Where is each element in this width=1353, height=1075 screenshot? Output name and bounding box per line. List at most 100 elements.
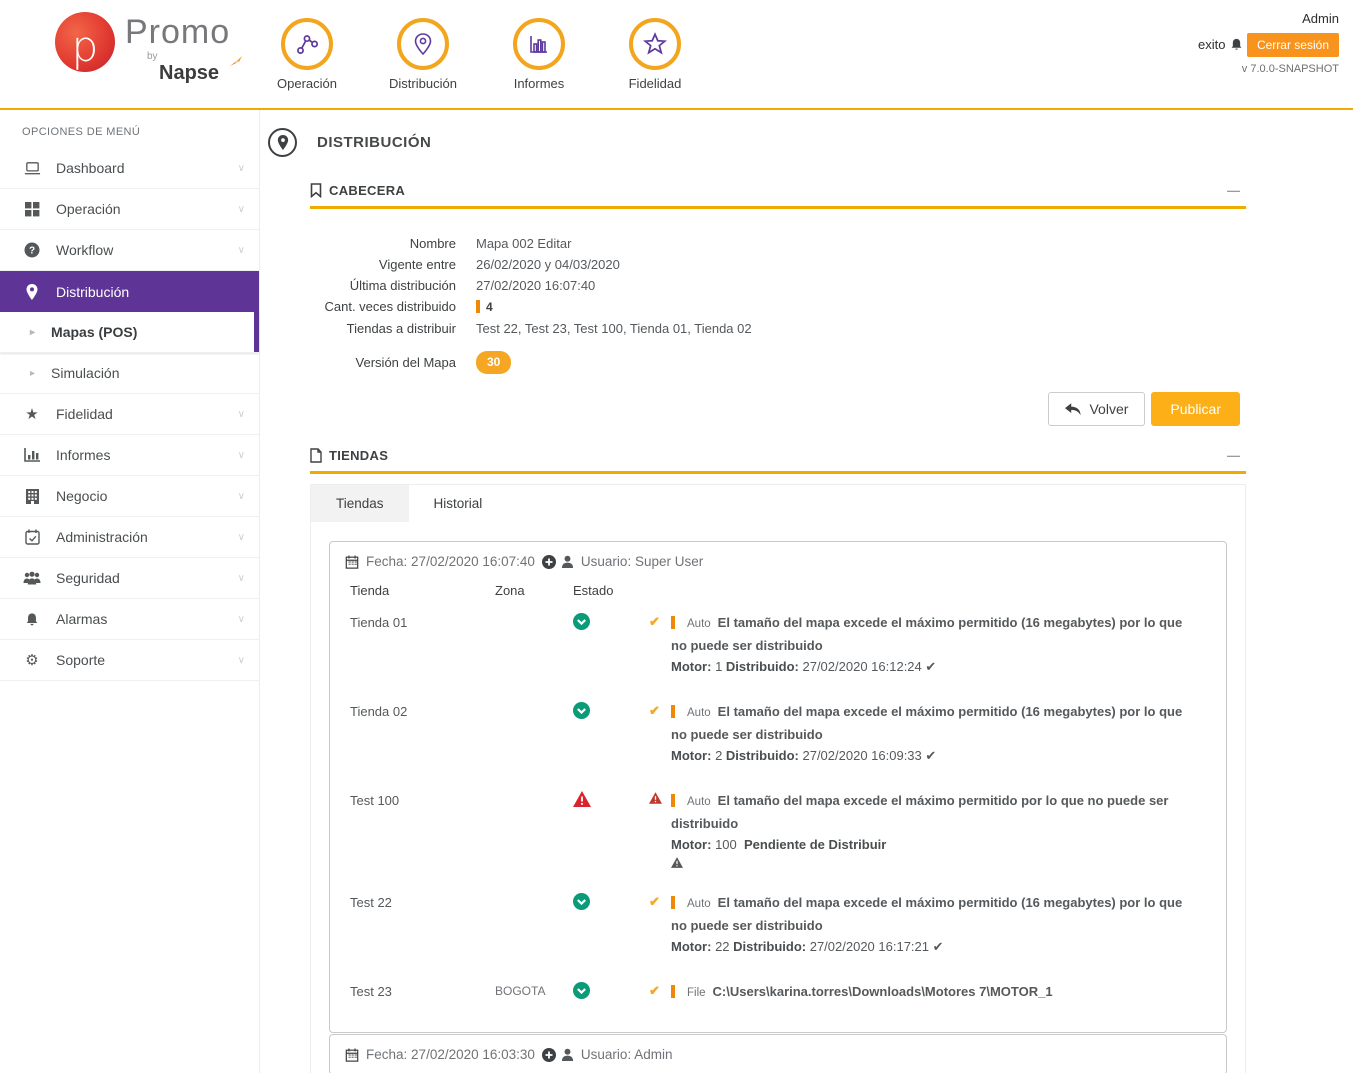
users-icon: [22, 571, 42, 585]
table-row: Tienda 01 ✔ Auto El tamaño del mapa exced…: [350, 612, 1198, 677]
status-ok-icon: [573, 892, 649, 957]
caret-right-icon: ▸: [30, 367, 36, 379]
page-header: DISTRIBUCIÓN: [260, 110, 1353, 157]
nav-informes[interactable]: Informes: [504, 18, 574, 91]
svg-text:?: ?: [29, 246, 35, 257]
fidelidad-star-icon: [629, 18, 681, 70]
field-vigente-entre: Vigente entre 26/02/2020 y 04/03/2020: [378, 257, 620, 272]
sidebar-item-operacion[interactable]: Operación ∨: [0, 189, 259, 230]
sidebar-item-mapas-pos[interactable]: ▸ Mapas (POS): [0, 312, 259, 353]
grid-icon: [22, 201, 42, 217]
cabecera-collapse-icon[interactable]: —: [1227, 183, 1240, 198]
motor-status: Motor: 2 Distribuido: 27/02/2020 16:09:3…: [671, 748, 937, 763]
sidebar-item-administracion[interactable]: Administración ∨: [0, 517, 259, 558]
field-cant-veces-distribuido: Cant. veces distribuido 4: [324, 299, 493, 314]
expand-plus-icon[interactable]: [541, 1047, 556, 1062]
sidebar-item-informes[interactable]: Informes ∨: [0, 435, 259, 476]
status-ok-icon: [573, 701, 649, 766]
calendar-icon: [345, 1047, 359, 1062]
file-path: C:\Users\karina.torres\Downloads\Motores…: [712, 984, 1053, 999]
cabecera-title: CABECERA: [329, 183, 406, 198]
expand-plus-icon[interactable]: [541, 554, 556, 569]
tab-bar: Tiendas Historial: [311, 485, 1245, 522]
cabecera-header: CABECERA —: [310, 183, 1246, 209]
cabecera-fields: Nombre Mapa 002 Editar Vigente entre 26/…: [310, 235, 1246, 374]
chevron-down-icon: ∨: [237, 408, 245, 420]
tiendas-title: TIENDAS: [329, 448, 389, 463]
sidebar-item-dashboard[interactable]: Dashboard ∨: [0, 148, 259, 189]
user-status: exito: [1198, 36, 1242, 53]
logo-brand-text: Promo: [125, 13, 231, 51]
chevron-down-icon: ∨: [237, 490, 245, 502]
status-ok-icon: [573, 612, 649, 677]
sidebar-item-fidelidad[interactable]: ★ Fidelidad ∨: [0, 394, 259, 435]
message-bar-icon: [671, 705, 675, 718]
sidebar-item-distribucion[interactable]: Distribución: [0, 271, 259, 312]
document-icon: [310, 448, 322, 463]
sidebar-item-seguridad[interactable]: Seguridad ∨: [0, 558, 259, 599]
logo-by-text: by: [147, 51, 158, 62]
warning-check-icon: ✔: [649, 703, 660, 718]
sidebar-item-soporte[interactable]: ⚙ Soporte ∨: [0, 640, 259, 681]
notifications-bell-icon[interactable]: [1230, 38, 1243, 51]
tiendas-collapse-icon[interactable]: —: [1227, 448, 1240, 463]
user-area: Admin exito Cerrar sesión v 7.0.0-SNAPSH…: [1198, 10, 1339, 75]
user-icon: [561, 555, 574, 568]
motor-status: Motor: 100 Pendiente de Distribuir: [671, 834, 1198, 868]
page-pin-icon: [268, 128, 297, 157]
message-bar-icon: [671, 616, 675, 629]
app-version: v 7.0.0-SNAPSHOT: [1241, 63, 1339, 75]
promo-logo: p Promo by Napse: [55, 12, 243, 84]
publicar-button[interactable]: Publicar: [1151, 392, 1240, 426]
tab-historial[interactable]: Historial: [433, 496, 483, 511]
bar-chart-icon: [22, 448, 42, 462]
back-arrow-icon: [1065, 402, 1082, 416]
user-icon: [561, 1048, 574, 1061]
pending-warning-icon: [671, 857, 1198, 868]
chevron-down-icon: ∨: [237, 613, 245, 625]
distribution-fecha: 27/02/2020 16:07:40: [411, 554, 535, 569]
history-row[interactable]: Fecha: 27/02/2020 16:03:30 Usuario: Admi…: [329, 1034, 1227, 1073]
logout-button[interactable]: Cerrar sesión: [1246, 33, 1339, 57]
message-bar-icon: [671, 794, 675, 807]
nav-operacion[interactable]: Operación: [272, 18, 342, 91]
laptop-icon: [22, 161, 42, 176]
field-version-del-mapa: Versión del Mapa 30: [310, 351, 1246, 374]
sidebar-item-simulacion[interactable]: ▸ Simulación: [0, 353, 259, 394]
error-triangle-icon: [649, 790, 671, 804]
nav-fidelidad[interactable]: Fidelidad: [620, 18, 690, 91]
status-error-icon: [573, 790, 649, 868]
table-row: Test 100 Auto El tamaño del mapa exc: [350, 790, 1198, 868]
distribution-card-header[interactable]: Fecha: 27/02/2020 16:07:40 Usuario: Supe…: [330, 542, 1226, 581]
count-bar-icon: [476, 300, 480, 313]
message-bar-icon: [671, 896, 675, 909]
distributed-check-icon: ✔: [932, 939, 944, 954]
volver-button[interactable]: Volver: [1048, 392, 1146, 426]
table-row: Test 22 ✔ Auto El tamaño del mapa excede …: [350, 892, 1198, 957]
distributed-check-icon: ✔: [925, 748, 937, 763]
bookmark-icon: [310, 183, 322, 198]
sidebar-item-alarmas[interactable]: Alarmas ∨: [0, 599, 259, 640]
table-row: Test 23 BOGOTA ✔ File C:\Users\karina.tor…: [350, 981, 1198, 1004]
sidebar-item-workflow[interactable]: ? Workflow ∨: [0, 230, 259, 271]
napse-bolt-icon: [228, 54, 244, 70]
sidebar: OPCIONES DE MENÚ Dashboard ∨ Operación ∨ ?…: [0, 110, 260, 1073]
tab-tiendas[interactable]: Tiendas: [311, 485, 409, 522]
warning-check-icon: ✔: [649, 894, 660, 909]
map-pin-icon: [22, 283, 42, 300]
chevron-down-icon: ∨: [237, 531, 245, 543]
field-nombre: Nombre Mapa 002 Editar: [409, 236, 572, 251]
promo-logo-icon: p: [55, 12, 115, 72]
stores-table: Tienda Zona Estado Tienda 01: [330, 581, 1226, 1032]
field-tiendas-a-distribuir: Tiendas a distribuir Test 22, Test 23, T…: [346, 321, 752, 336]
main-nav: Operación Distribución Informes: [272, 18, 690, 91]
operacion-network-icon: [281, 18, 333, 70]
page-title: DISTRIBUCIÓN: [317, 134, 432, 151]
gear-icon: ⚙: [25, 652, 39, 669]
calendar-check-icon: [22, 529, 42, 545]
logo-company-text: Napse: [159, 56, 243, 84]
nav-distribucion[interactable]: Distribución: [388, 18, 458, 91]
sidebar-item-negocio[interactable]: Negocio ∨: [0, 476, 259, 517]
top-bar: p Promo by Napse Operación: [0, 0, 1353, 110]
chevron-down-icon: ∨: [237, 654, 245, 666]
